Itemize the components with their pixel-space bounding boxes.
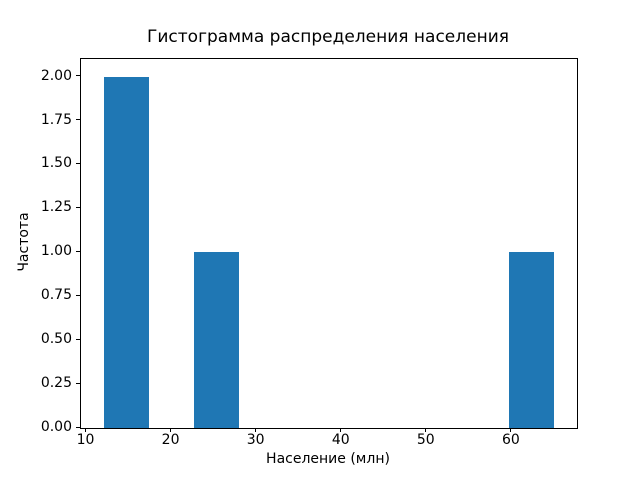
y-tick-label-1.00: 1.00 (40, 243, 72, 260)
plot-area (80, 58, 578, 429)
x-tick-label-50: 50 (416, 432, 435, 448)
x-tick-label-60: 60 (501, 432, 520, 448)
y-tick-label-0.75: 0.75 (40, 287, 72, 304)
x-tick-mark-60 (510, 428, 512, 432)
histogram-bar-0 (103, 76, 149, 428)
x-tick-label-20: 20 (161, 432, 180, 448)
y-tick-label-1.50: 1.50 (40, 155, 72, 172)
y-tick-label-0.25: 0.25 (40, 375, 72, 392)
y-tick-label-1.75: 1.75 (40, 111, 72, 128)
y-tick-mark-0.25 (76, 382, 80, 384)
x-tick-mark-20 (170, 428, 172, 432)
x-axis-label: Население (млн) (266, 451, 390, 467)
y-tick-label-0.00: 0.00 (40, 419, 72, 435)
y-axis-label: Частота (16, 212, 32, 272)
x-tick-mark-10 (85, 428, 86, 432)
y-tick-label-1.25: 1.25 (40, 199, 72, 216)
x-tick-mark-40 (340, 428, 342, 432)
y-tick-mark-1.50 (76, 162, 80, 164)
y-tick-mark-1.75 (76, 119, 80, 120)
x-tick-label-30: 30 (246, 432, 265, 448)
y-tick-label-2.00: 2.00 (40, 67, 72, 84)
y-tick-mark-0.50 (76, 338, 80, 340)
x-tick-label-10: 10 (76, 432, 95, 448)
y-tick-label-0.50: 0.50 (40, 331, 72, 348)
y-tick-mark-2.00 (76, 75, 80, 77)
x-tick-mark-30 (255, 428, 257, 432)
y-tick-mark-0.00 (76, 426, 80, 428)
y-tick-mark-1.25 (76, 206, 80, 208)
x-tick-label-40: 40 (331, 432, 350, 448)
y-tick-mark-0.75 (76, 294, 80, 296)
y-tick-mark-1.00 (76, 250, 80, 252)
chart-title: Гистограмма распределения населения (147, 27, 509, 47)
histogram-bar-1 (193, 252, 239, 428)
x-tick-mark-50 (425, 428, 427, 432)
histogram-bar-2 (509, 252, 555, 428)
